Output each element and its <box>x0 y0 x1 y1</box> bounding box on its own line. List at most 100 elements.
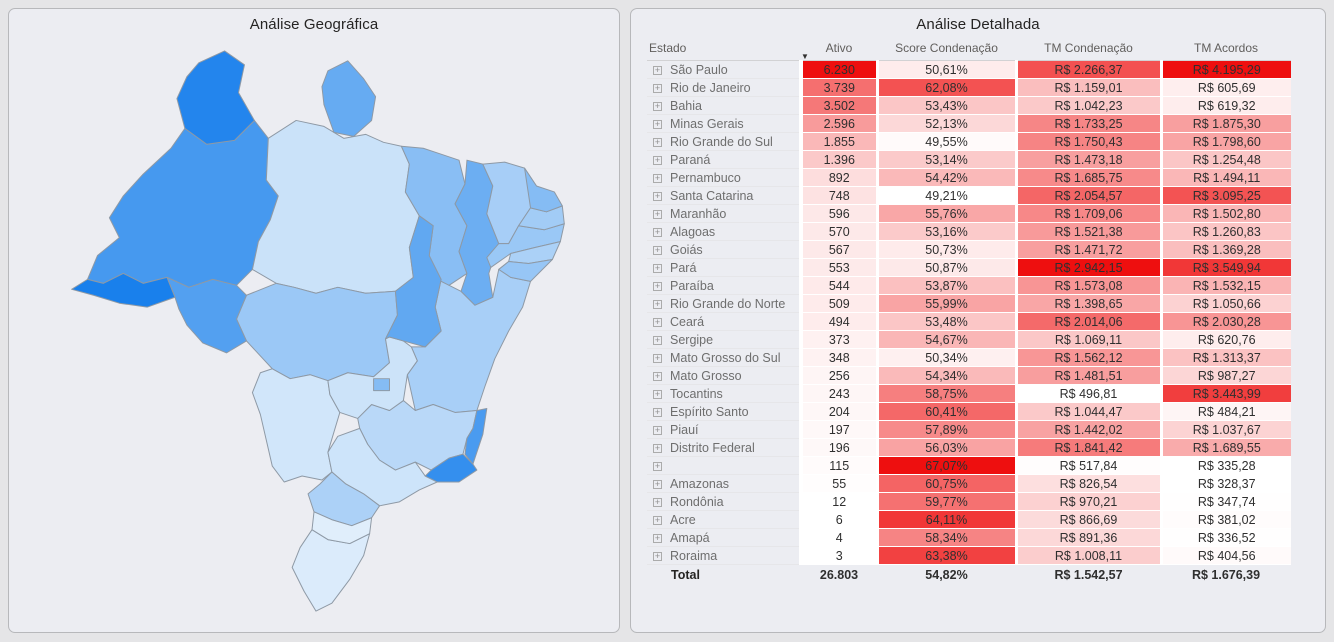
table-row[interactable]: + Piauí 197 57,89% R$ 1.442,02 R$ 1.037,67 <box>647 420 1291 439</box>
value-cell-tm_acordos[interactable]: R$ 328,37 <box>1159 474 1291 493</box>
expand-icon[interactable]: + <box>653 424 662 435</box>
value-cell-tm_condenacao[interactable]: R$ 891,36 <box>1014 528 1161 547</box>
value-cell-tm_acordos[interactable]: R$ 1.369,28 <box>1159 240 1291 259</box>
value-cell-ativo[interactable]: 55 <box>799 474 877 493</box>
expand-icon[interactable]: + <box>653 478 662 489</box>
table-row[interactable]: + Santa Catarina 748 49,21% R$ 2.054,57 R$ 3.… <box>647 186 1291 205</box>
state-cell[interactable]: + Mato Grosso do Sul <box>647 348 801 367</box>
value-cell-ativo[interactable]: 494 <box>799 312 877 331</box>
value-cell-score[interactable]: 58,75% <box>875 384 1016 403</box>
value-cell-score[interactable]: 55,76% <box>875 204 1016 223</box>
map-state-MT[interactable]: Mato Grosso <box>236 282 398 382</box>
value-cell-tm_acordos[interactable]: R$ 620,76 <box>1159 330 1291 349</box>
expand-icon[interactable]: + <box>653 334 662 345</box>
value-cell-tm_condenacao[interactable]: R$ 2.014,06 <box>1014 312 1161 331</box>
value-cell-score[interactable]: 67,07% <box>875 456 1016 475</box>
map-state-SP[interactable]: São Paulo <box>327 427 438 507</box>
state-cell[interactable]: + Santa Catarina <box>647 186 801 205</box>
value-cell-ativo[interactable]: 256 <box>799 366 877 385</box>
expand-icon[interactable]: + <box>653 172 662 183</box>
value-cell-ativo[interactable]: 544 <box>799 276 877 295</box>
expand-icon[interactable]: + <box>653 82 662 93</box>
value-cell-score[interactable]: 56,03% <box>875 438 1016 457</box>
map-state-SC[interactable]: Santa Catarina <box>311 511 373 545</box>
value-cell-tm_condenacao[interactable]: R$ 866,69 <box>1014 510 1161 529</box>
sort-desc-icon[interactable]: ▼ <box>801 52 809 61</box>
map-state-RO[interactable]: Rondônia <box>166 276 247 354</box>
value-cell-tm_condenacao[interactable]: R$ 2.266,37 <box>1014 60 1161 79</box>
expand-icon[interactable]: + <box>653 262 662 273</box>
table-row[interactable]: + Rio Grande do Sul 1.855 49,55% R$ 1.750,43… <box>647 132 1291 151</box>
value-cell-score[interactable]: 49,21% <box>875 186 1016 205</box>
expand-icon[interactable]: + <box>653 550 662 561</box>
map-state-AP[interactable]: Amapá <box>321 60 377 137</box>
expand-icon[interactable]: + <box>653 64 662 75</box>
value-cell-tm_condenacao[interactable]: R$ 1.471,72 <box>1014 240 1161 259</box>
table-row[interactable]: + Goiás 567 50,73% R$ 1.471,72 R$ 1.369,28 <box>647 240 1291 259</box>
expand-icon[interactable]: + <box>653 496 662 507</box>
value-cell-tm_condenacao[interactable]: R$ 970,21 <box>1014 492 1161 511</box>
map-state-RJ[interactable]: Rio de Janeiro <box>424 453 478 483</box>
value-cell-tm_condenacao[interactable]: R$ 1.733,25 <box>1014 114 1161 133</box>
map-state-TO[interactable]: Tocantins <box>385 215 442 348</box>
value-cell-score[interactable]: 49,55% <box>875 132 1016 151</box>
value-cell-ativo[interactable]: 196 <box>799 438 877 457</box>
table-row[interactable]: + Ceará 494 53,48% R$ 2.014,06 R$ 2.030,28 <box>647 312 1291 331</box>
expand-icon[interactable]: + <box>653 316 662 327</box>
value-cell-tm_acordos[interactable]: R$ 619,32 <box>1159 96 1291 115</box>
table-row[interactable]: + Paraíba 544 53,87% R$ 1.573,08 R$ 1.532,15 <box>647 276 1291 295</box>
table-row[interactable]: + Amazonas 55 60,75% R$ 826,54 R$ 328,37 <box>647 474 1291 493</box>
table-row[interactable]: + Rio Grande do Norte 509 55,99% R$ 1.398,65… <box>647 294 1291 313</box>
value-cell-ativo[interactable]: 596 <box>799 204 877 223</box>
value-cell-tm_acordos[interactable]: R$ 2.030,28 <box>1159 312 1291 331</box>
map-state-SE[interactable]: Sergipe <box>498 259 553 282</box>
value-cell-ativo[interactable]: 243 <box>799 384 877 403</box>
value-cell-tm_acordos[interactable]: R$ 1.502,80 <box>1159 204 1291 223</box>
value-cell-tm_acordos[interactable]: R$ 1.254,48 <box>1159 150 1291 169</box>
value-cell-tm_acordos[interactable]: R$ 3.443,99 <box>1159 384 1291 403</box>
value-cell-tm_condenacao[interactable]: R$ 1.042,23 <box>1014 96 1161 115</box>
state-cell[interactable]: + Mato Grosso <box>647 366 801 385</box>
value-cell-ativo[interactable]: 567 <box>799 240 877 259</box>
value-cell-tm_condenacao[interactable]: R$ 496,81 <box>1014 384 1161 403</box>
state-cell[interactable]: + <box>647 456 801 475</box>
column-header-score-condenação[interactable]: Score Condenação <box>877 35 1016 61</box>
value-cell-ativo[interactable]: 3 <box>799 546 877 565</box>
value-cell-tm_acordos[interactable]: R$ 1.313,37 <box>1159 348 1291 367</box>
state-cell[interactable]: + Acre <box>647 510 801 529</box>
state-cell[interactable]: + Distrito Federal <box>647 438 801 457</box>
state-cell[interactable]: + Rio de Janeiro <box>647 78 801 97</box>
value-cell-tm_condenacao[interactable]: R$ 1.573,08 <box>1014 276 1161 295</box>
value-cell-score[interactable]: 54,42% <box>875 168 1016 187</box>
value-cell-tm_acordos[interactable]: R$ 347,74 <box>1159 492 1291 511</box>
map-state-AM[interactable]: Amazonas <box>87 119 279 288</box>
value-cell-tm_condenacao[interactable]: R$ 1.159,01 <box>1014 78 1161 97</box>
state-cell[interactable]: + Bahia <box>647 96 801 115</box>
expand-icon[interactable]: + <box>653 226 662 237</box>
value-cell-ativo[interactable]: 197 <box>799 420 877 439</box>
value-cell-ativo[interactable]: 1.855 <box>799 132 877 151</box>
column-header-estado[interactable]: Estado <box>647 35 801 61</box>
map-state-RR[interactable]: Roraima <box>176 50 255 145</box>
column-header-tm-condenação[interactable]: TM Condenação <box>1016 35 1161 61</box>
value-cell-ativo[interactable]: 748 <box>799 186 877 205</box>
value-cell-score[interactable]: 64,11% <box>875 510 1016 529</box>
value-cell-tm_acordos[interactable]: R$ 381,02 <box>1159 510 1291 529</box>
table-row[interactable]: + Acre 6 64,11% R$ 866,69 R$ 381,02 <box>647 510 1291 529</box>
value-cell-tm_acordos[interactable]: R$ 1.798,60 <box>1159 132 1291 151</box>
value-cell-score[interactable]: 52,13% <box>875 114 1016 133</box>
table-row[interactable]: + Espírito Santo 204 60,41% R$ 1.044,47 R$ 48… <box>647 402 1291 421</box>
value-cell-tm_acordos[interactable]: R$ 484,21 <box>1159 402 1291 421</box>
table-row[interactable]: + Pará 553 50,87% R$ 2.942,15 R$ 3.549,94 <box>647 258 1291 277</box>
expand-icon[interactable]: + <box>653 280 662 291</box>
state-cell[interactable]: + São Paulo <box>647 60 801 79</box>
value-cell-tm_condenacao[interactable]: R$ 1.008,11 <box>1014 546 1161 565</box>
table-row[interactable]: + Alagoas 570 53,16% R$ 1.521,38 R$ 1.260,83 <box>647 222 1291 241</box>
table-row[interactable]: + Amapá 4 58,34% R$ 891,36 R$ 336,52 <box>647 528 1291 547</box>
value-cell-tm_acordos[interactable]: R$ 335,28 <box>1159 456 1291 475</box>
value-cell-tm_acordos[interactable]: R$ 987,27 <box>1159 366 1291 385</box>
table-row[interactable]: +115 67,07% R$ 517,84 R$ 335,28 <box>647 456 1291 475</box>
table-row[interactable]: + Roraima 3 63,38% R$ 1.008,11 R$ 404,56 <box>647 546 1291 565</box>
value-cell-score[interactable]: 55,99% <box>875 294 1016 313</box>
state-cell[interactable]: + Ceará <box>647 312 801 331</box>
